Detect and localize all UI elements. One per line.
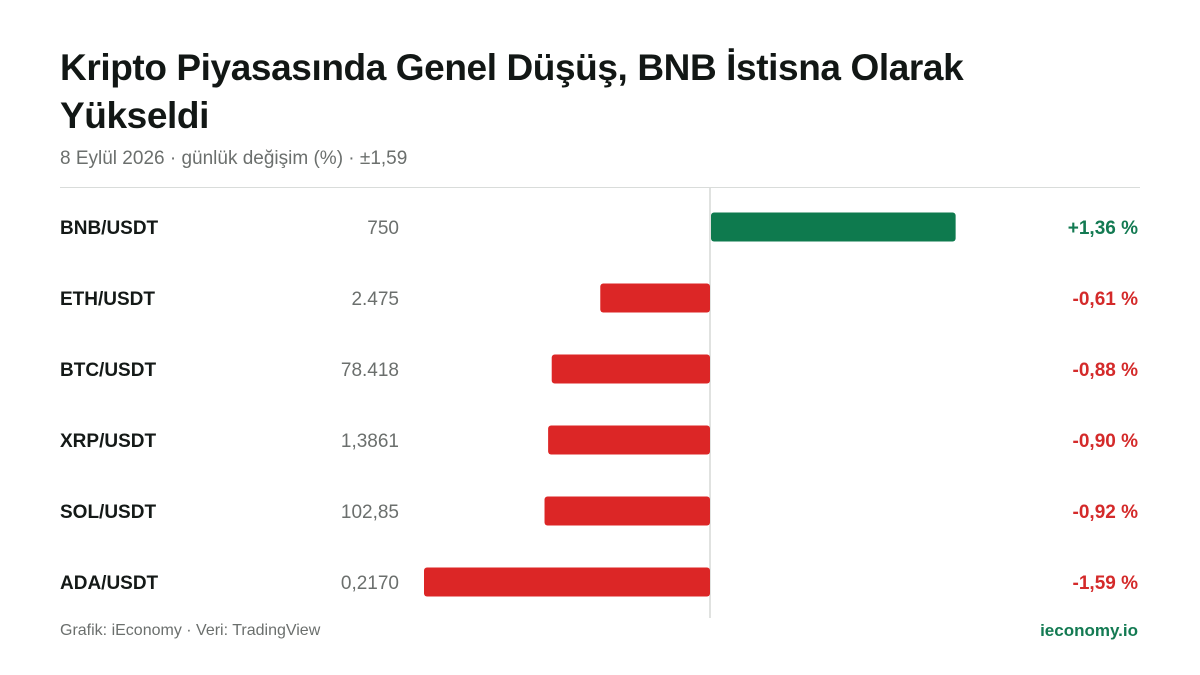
source-credit: Grafik: iEconomy · Veri: TradingView [60, 622, 321, 639]
change-label: -1,59 % [1073, 573, 1139, 594]
pair-label: XRP/USDT [60, 431, 156, 452]
chart-title: Kripto Piyasasında Genel Düşüş, BNB İsti… [60, 47, 964, 136]
bar-xrp-usdt [548, 425, 710, 455]
price-label: 1,3861 [341, 431, 399, 452]
bar-ada-usdt [424, 567, 710, 597]
price-label: 102,85 [341, 502, 399, 523]
chart-subtitle: 8 Eylül 2026 · günlük değişim (%) · ±1,5… [60, 148, 408, 169]
change-label: -0,90 % [1073, 431, 1139, 452]
bar-chart: BNB/USDT 750 +1,36 % ETH/USDT 2.475 -0,61 % BT… [60, 188, 1139, 618]
bar-btc-usdt [551, 354, 710, 384]
price-label: 2.475 [351, 289, 399, 310]
change-label: -0,61 % [1073, 289, 1139, 310]
header-divider [60, 187, 1140, 188]
bar-eth-usdt [600, 283, 710, 313]
price-label: 750 [367, 218, 399, 239]
pair-label: BTC/USDT [60, 360, 156, 381]
bar-bnb-usdt [711, 212, 956, 242]
change-label: -0,92 % [1073, 502, 1139, 523]
change-label: -0,88 % [1073, 360, 1139, 381]
bar-sol-usdt [544, 496, 710, 526]
pair-label: ETH/USDT [60, 289, 155, 310]
pair-label: SOL/USDT [60, 502, 156, 523]
price-label: 0,2170 [341, 573, 399, 594]
price-label: 78.418 [341, 360, 399, 381]
change-label: +1,36 % [1068, 218, 1138, 239]
brand-link[interactable]: ieconomy.io [1040, 621, 1138, 640]
pair-label: BNB/USDT [60, 218, 159, 239]
pair-label: ADA/USDT [60, 573, 159, 594]
